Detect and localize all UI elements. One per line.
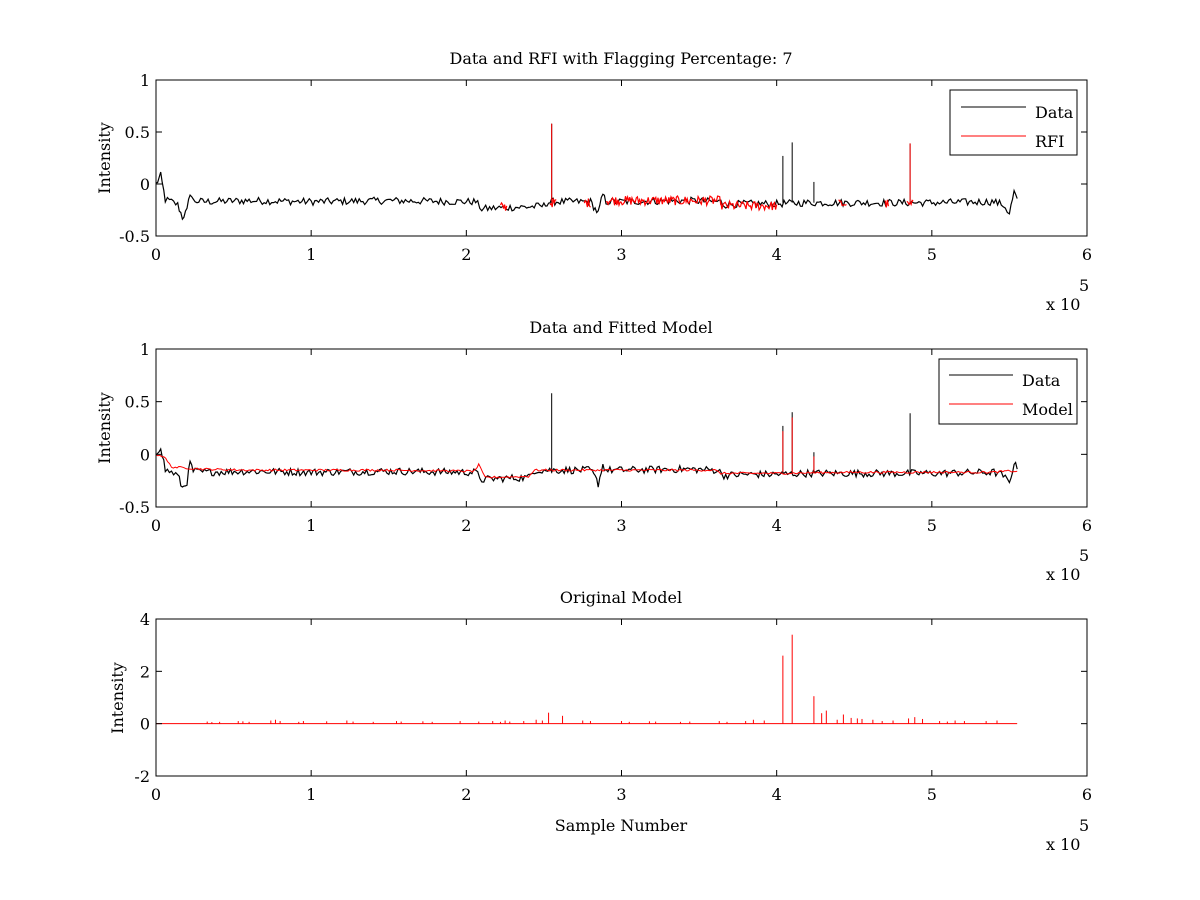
x-tick-label: 2 [461, 516, 471, 535]
x-tick-label: 0 [151, 245, 161, 264]
y-tick-label: 0 [140, 445, 150, 464]
y-tick-label: -0.5 [119, 498, 150, 517]
x-tick-label: 3 [616, 245, 626, 264]
plot-area [155, 123, 1018, 221]
x-multiplier-label: x 10 [1046, 565, 1080, 584]
x-multiplier-label: x 10 [1046, 835, 1080, 854]
panel-title: Original Model [560, 588, 682, 607]
x-tick-label: 4 [772, 516, 782, 535]
y-axis-label: Intensity [95, 392, 114, 464]
x-multiplier-label: x 10 [1046, 295, 1080, 314]
y-tick-label: -2 [134, 767, 150, 786]
x-axis-label: Sample Number [555, 816, 688, 835]
x-multiplier-exponent: 5 [1079, 276, 1089, 295]
legend: Data Model [938, 358, 1078, 425]
series-rfi-segment [605, 194, 722, 208]
x-tick-label: 5 [927, 245, 937, 264]
panel-title: Data and RFI with Flagging Percentage: 7 [449, 49, 792, 68]
x-tick-label: 1 [306, 245, 316, 264]
x-tick-label: 5 [927, 516, 937, 535]
y-tick-label: 2 [140, 662, 150, 681]
x-tick-label: 2 [461, 785, 471, 804]
x-tick-label: 6 [1082, 245, 1092, 264]
axes-box [155, 79, 1088, 237]
series-rfi-segment [884, 199, 889, 208]
x-multiplier-exponent: 5 [1079, 546, 1089, 565]
panel-rfi: Data and RFI with Flagging Percentage: 7… [95, 49, 1092, 314]
series-data-line [155, 171, 1018, 221]
y-tick-label: 1 [140, 71, 150, 90]
y-axis-label: Intensity [108, 662, 127, 734]
series-model-line [155, 454, 1018, 479]
x-tick-label: 0 [151, 516, 161, 535]
series-rfi-segment [838, 199, 847, 207]
y-tick-label: 0 [140, 715, 150, 734]
x-tick-label: 1 [306, 516, 316, 535]
y-tick-label: 0.5 [125, 123, 150, 142]
x-tick-label: 4 [772, 785, 782, 804]
plot-area [156, 634, 1018, 725]
y-tick-label: 0 [140, 175, 150, 194]
legend-model-label: Model [1022, 400, 1073, 419]
legend-rfi-label: RFI [1035, 132, 1064, 151]
tick-group: 0 1 2 3 4 5 6-0.500.51 [119, 71, 1092, 264]
x-tick-label: 5 [927, 785, 937, 804]
legend-data-label: Data [1022, 371, 1061, 390]
y-tick-label: 1 [140, 340, 150, 359]
series-rfi-segment [906, 199, 914, 207]
legend: Data RFI [949, 89, 1078, 156]
x-tick-label: 6 [1082, 785, 1092, 804]
tick-group: 0 1 2 3 4 5 6-0.500.51 [119, 340, 1092, 535]
series-rfi-segment [499, 201, 508, 211]
axes-box [155, 618, 1088, 777]
x-tick-label: 0 [151, 785, 161, 804]
series-rfi-segment [583, 198, 591, 208]
y-axis-label: Intensity [95, 122, 114, 194]
y-tick-label: 4 [140, 610, 150, 629]
y-tick-label: -0.5 [119, 227, 150, 246]
x-tick-label: 3 [616, 785, 626, 804]
panel-title: Data and Fitted Model [529, 318, 712, 337]
series-rfi-segment [720, 199, 778, 212]
y-tick-label: 0.5 [125, 393, 150, 412]
legend-data-label: Data [1035, 103, 1074, 122]
x-tick-label: 1 [306, 785, 316, 804]
legend-box [949, 89, 1078, 156]
panel-fitted-model: Data and Fitted Model Intensity 0 1 2 3 4 5 6 -… [95, 318, 1092, 584]
plot-area [155, 393, 1018, 488]
x-tick-label: 2 [461, 245, 471, 264]
series-data-line [155, 447, 1018, 488]
x-tick-label: 4 [772, 245, 782, 264]
x-tick-label: 3 [616, 516, 626, 535]
x-multiplier-exponent: 5 [1079, 816, 1089, 835]
legend-box [938, 358, 1078, 425]
series-rfi-segment [549, 198, 557, 208]
x-tick-label: 6 [1082, 516, 1092, 535]
